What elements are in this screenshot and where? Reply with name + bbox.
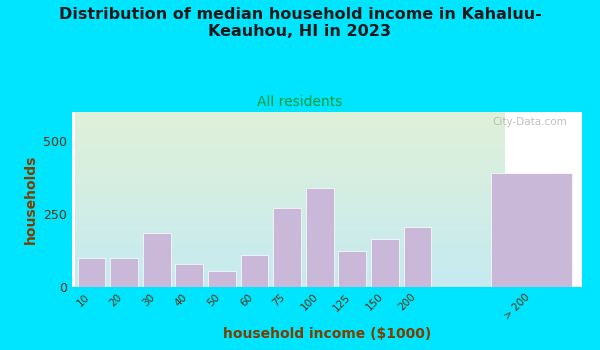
Bar: [175, 264, 203, 287]
Bar: [78, 258, 106, 287]
Bar: [404, 227, 431, 287]
Bar: [491, 173, 572, 287]
Y-axis label: households: households: [23, 155, 38, 244]
Bar: [338, 251, 366, 287]
Text: Distribution of median household income in Kahaluu-
Keauhou, HI in 2023: Distribution of median household income …: [59, 7, 541, 40]
Text: All residents: All residents: [257, 94, 343, 108]
Bar: [143, 233, 170, 287]
Text: City-Data.com: City-Data.com: [492, 117, 567, 127]
X-axis label: household income ($1000): household income ($1000): [223, 327, 431, 341]
Bar: [306, 188, 334, 287]
Bar: [273, 208, 301, 287]
Bar: [371, 239, 398, 287]
Bar: [208, 271, 236, 287]
Bar: [241, 255, 268, 287]
Bar: [110, 258, 138, 287]
